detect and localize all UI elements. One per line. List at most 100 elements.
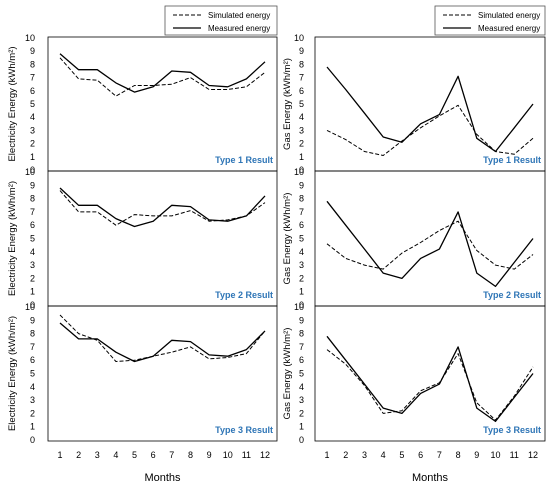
series-line-simulated — [326, 104, 534, 156]
x-tick-label: 9 — [474, 450, 479, 460]
y-tick-label: 2 — [30, 273, 35, 283]
plot-frame — [47, 36, 278, 172]
x-tick-label: 4 — [381, 450, 386, 460]
x-tick-label: 3 — [362, 450, 367, 460]
y-tick-label: 1 — [30, 152, 35, 162]
y-tick-label: 1 — [30, 287, 35, 297]
y-tick-label: 5 — [30, 99, 35, 109]
x-tick-label: 10 — [223, 450, 233, 460]
x-tick-label: 11 — [242, 450, 251, 460]
y-tick-label: 6 — [299, 86, 304, 96]
y-tick-label: 4 — [299, 112, 304, 122]
result-label: Type 1 Result — [483, 155, 541, 165]
x-tick-label: 2 — [343, 450, 348, 460]
y-tick-label: 3 — [30, 260, 35, 270]
y-tick-label: 2 — [299, 139, 304, 149]
series-line-measured — [59, 322, 266, 363]
y-tick-label: 2 — [299, 273, 304, 283]
y-tick-label: 8 — [30, 194, 35, 204]
x-tick-label: 3 — [95, 450, 100, 460]
y-tick-label: 4 — [30, 112, 35, 122]
x-axis-label: Months — [412, 472, 449, 484]
legend-box — [164, 5, 278, 36]
y-axis-label: Electricity Energy (kWh/m²) — [7, 181, 18, 296]
y-axis-label: Gas Energy (kWh/m²) — [282, 58, 293, 150]
series-line-simulated — [59, 190, 266, 226]
legend-label-measured: Measured energy — [208, 24, 270, 33]
result-label: Type 1 Result — [215, 155, 273, 165]
y-tick-label: 7 — [299, 207, 304, 217]
x-tick-label: 4 — [113, 450, 118, 460]
result-label: Type 2 Result — [483, 290, 541, 300]
y-tick-label: 1 — [299, 152, 304, 162]
y-tick-label: 0 — [30, 435, 35, 445]
y-tick-label: 8 — [299, 59, 304, 69]
y-tick-label: 1 — [299, 422, 304, 432]
y-axis-label: Gas Energy (kWh/m²) — [282, 328, 293, 420]
y-tick-label: 4 — [30, 247, 35, 257]
y-tick-label: 8 — [299, 194, 304, 204]
y-tick-label: 4 — [299, 382, 304, 392]
x-tick-label: 11 — [510, 450, 519, 460]
x-tick-label: 10 — [491, 450, 501, 460]
y-tick-label: 4 — [299, 247, 304, 257]
series-line-simulated — [326, 220, 534, 270]
y-tick-label: 8 — [299, 329, 304, 339]
y-tick-label: 7 — [30, 73, 35, 83]
x-tick-label: 12 — [260, 450, 270, 460]
legend-box — [434, 5, 546, 36]
y-tick-label: 5 — [299, 234, 304, 244]
y-tick-label: 10 — [294, 302, 304, 312]
y-tick-label: 1 — [30, 422, 35, 432]
y-tick-label: 6 — [299, 355, 304, 365]
y-tick-label: 5 — [299, 369, 304, 379]
y-axis-label: Gas Energy (kWh/m²) — [282, 193, 293, 285]
plot-frame — [47, 170, 278, 307]
y-tick-label: 3 — [30, 395, 35, 405]
series-line-measured — [326, 66, 534, 153]
y-tick-label: 9 — [299, 315, 304, 325]
y-tick-label: 2 — [30, 408, 35, 418]
series-line-simulated — [59, 57, 266, 97]
x-tick-label: 12 — [528, 450, 538, 460]
plot-frame — [314, 305, 546, 442]
result-label: Type 2 Result — [215, 290, 273, 300]
y-tick-label: 9 — [299, 180, 304, 190]
y-tick-label: 9 — [30, 46, 35, 56]
x-tick-label: 2 — [76, 450, 81, 460]
y-tick-label: 7 — [299, 342, 304, 352]
y-tick-label: 10 — [25, 33, 35, 43]
y-tick-label: 2 — [299, 408, 304, 418]
y-tick-label: 3 — [299, 260, 304, 270]
y-tick-label: 0 — [299, 165, 304, 175]
y-tick-label: 6 — [299, 220, 304, 230]
y-tick-label: 10 — [25, 302, 35, 312]
series-line-measured — [326, 335, 534, 423]
y-axis-label: Electricity Energy (kWh/m²) — [7, 316, 18, 431]
plot-frame — [314, 170, 546, 307]
x-tick-label: 6 — [418, 450, 423, 460]
y-tick-label: 8 — [30, 329, 35, 339]
series-line-measured — [59, 187, 266, 228]
x-tick-label: 7 — [169, 450, 174, 460]
series-line-measured — [326, 200, 534, 288]
y-tick-label: 6 — [30, 220, 35, 230]
legend-label-simulated: Simulated energy — [478, 11, 540, 20]
x-tick-label: 8 — [456, 450, 461, 460]
y-axis-label: Electricity Energy (kWh/m²) — [7, 46, 18, 161]
y-tick-label: 1 — [299, 287, 304, 297]
y-tick-label: 5 — [30, 369, 35, 379]
y-tick-label: 0 — [299, 435, 304, 445]
x-tick-label: 5 — [132, 450, 137, 460]
x-tick-label: 9 — [207, 450, 212, 460]
result-label: Type 3 Result — [215, 425, 273, 435]
y-tick-label: 6 — [30, 86, 35, 96]
series-line-measured — [59, 53, 266, 93]
y-tick-label: 2 — [30, 139, 35, 149]
x-axis-label: Months — [144, 472, 181, 484]
y-tick-label: 3 — [30, 125, 35, 135]
plot-frame — [47, 305, 278, 442]
y-tick-label: 10 — [25, 167, 35, 177]
y-tick-label: 7 — [30, 207, 35, 217]
